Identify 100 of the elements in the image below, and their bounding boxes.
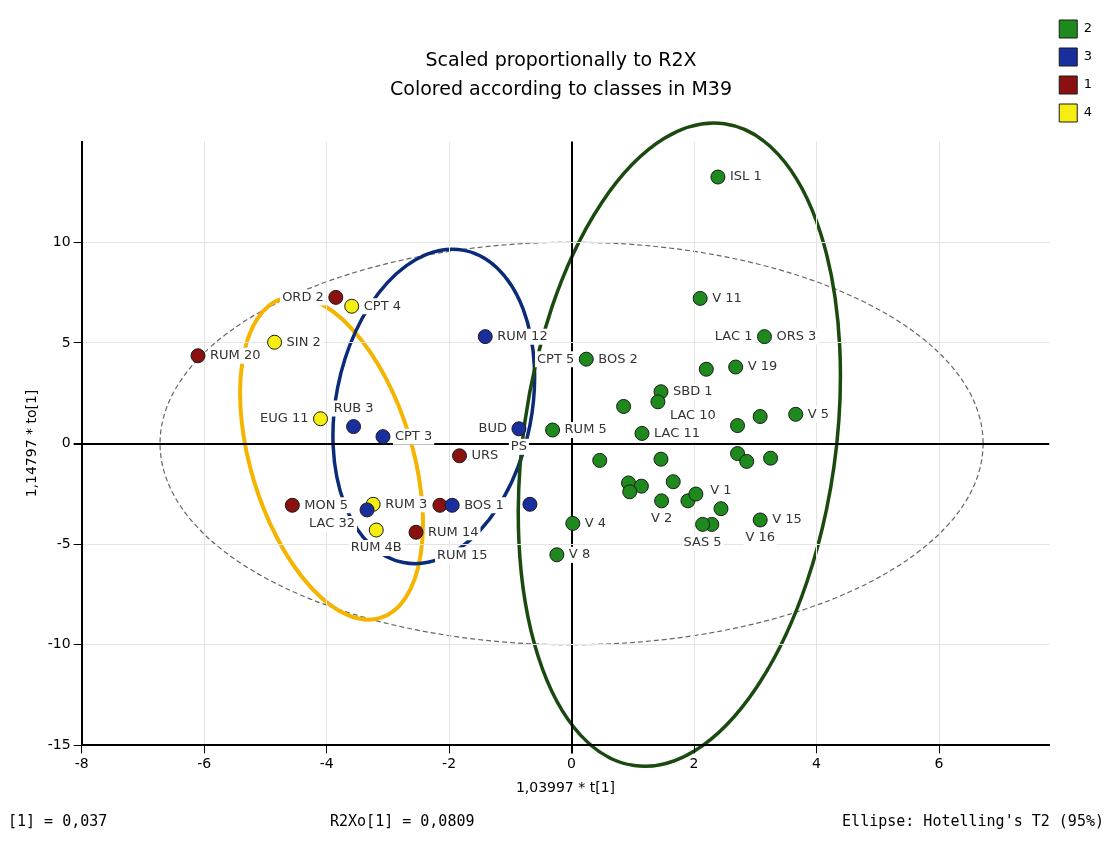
point — [432, 497, 448, 513]
point — [688, 486, 704, 502]
annotation: ORS 3 — [776, 328, 817, 343]
annotation: V 5 — [807, 405, 829, 421]
point — [650, 394, 666, 410]
text: [1] = 0,037 — [8, 811, 108, 830]
point — [728, 359, 744, 375]
annotation: V 19 — [747, 358, 778, 374]
legend-label: 1 — [1083, 76, 1093, 92]
y-tick-label: -5 — [56, 534, 71, 551]
annotation: CPT 3 — [394, 428, 433, 444]
y-tick-label: -10 — [47, 635, 71, 652]
annotation: MON 5 — [304, 496, 348, 512]
y-axis-title: 1,14797 * to[1] — [23, 389, 40, 498]
legend-label: 3 — [1083, 48, 1093, 64]
point — [710, 169, 726, 185]
annotation: LAC 10 — [669, 407, 716, 423]
annotation: RUM 4B — [350, 539, 402, 555]
point — [752, 409, 768, 425]
point — [284, 497, 300, 513]
annotation: V 16 — [745, 529, 775, 545]
point — [788, 406, 804, 422]
annotation: LAC 32 — [309, 515, 356, 531]
annotation: V 1 — [710, 482, 732, 498]
point — [592, 452, 608, 468]
annotation: BUD — [478, 420, 507, 436]
point — [565, 515, 581, 531]
x-tick-label: 6 — [934, 755, 944, 772]
legend-label: 4 — [1083, 104, 1093, 120]
y-tick-label: 10 — [52, 232, 71, 249]
annotation: RUB 3 — [333, 399, 374, 415]
annotation: RUM 3 — [385, 495, 428, 511]
annotation: SIN 2 — [286, 333, 321, 349]
point — [654, 493, 670, 509]
point — [695, 516, 711, 532]
x-tick-label: -6 — [197, 755, 212, 772]
legend-label: 2 — [1083, 20, 1093, 36]
text: Ellipse: Hotelling's T2 (95%) — [842, 811, 1104, 830]
point — [633, 478, 649, 494]
y-tick-label: -15 — [47, 736, 71, 753]
point — [730, 418, 746, 434]
annotation: EUG 11 — [260, 410, 309, 426]
annotation: URS — [471, 447, 499, 463]
x-tick-label: 4 — [812, 755, 822, 772]
point — [665, 474, 681, 490]
point — [739, 453, 755, 469]
point — [545, 422, 561, 438]
annotation: LAC 11 — [654, 424, 700, 440]
point — [511, 421, 527, 437]
point — [408, 524, 424, 540]
point — [634, 425, 650, 441]
annotation: RUM 20 — [210, 347, 261, 363]
annotation: V 2 — [650, 510, 673, 526]
point — [375, 429, 391, 445]
point — [763, 450, 779, 466]
annotation: RUM 5 — [564, 421, 607, 437]
annotation: PS — [510, 438, 527, 454]
annotation: V 11 — [712, 289, 742, 305]
annotation: ISL 1 — [729, 168, 762, 184]
point — [692, 290, 708, 306]
annotation: CPT 5 — [537, 350, 575, 366]
x-axis-title: 1,03997 * t[1] — [515, 779, 616, 796]
point — [653, 451, 669, 467]
point — [713, 501, 729, 517]
annotation: RUM 14 — [428, 523, 479, 539]
annotation: SAS 5 — [683, 533, 722, 549]
annotation: CPT 4 — [363, 297, 401, 313]
point — [368, 522, 384, 538]
point — [752, 512, 768, 528]
chart-title: Scaled proportionally to R2X — [425, 48, 697, 71]
point — [344, 298, 360, 314]
point — [267, 334, 283, 350]
annotation: BOS 1 — [464, 496, 504, 512]
point — [622, 484, 638, 500]
annotation: RUM 15 — [437, 546, 488, 562]
x-tick-label: 2 — [689, 755, 699, 772]
point — [328, 289, 344, 305]
point — [549, 547, 565, 563]
annotation: V 4 — [584, 514, 607, 530]
y-tick-label: 0 — [61, 434, 71, 451]
point — [190, 348, 206, 364]
x-tick-label: -8 — [74, 755, 89, 772]
y-tick-label: 5 — [61, 333, 71, 350]
annotation: SBD 1 — [672, 383, 713, 399]
point — [756, 329, 772, 345]
x-tick-label: -2 — [442, 755, 457, 772]
point — [313, 411, 328, 427]
point — [578, 351, 594, 367]
annotation: BOS 2 — [598, 350, 638, 366]
chart-subtitle: Colored according to classes in M39 — [390, 77, 732, 100]
annotation: RUM 12 — [497, 328, 548, 343]
annotation: LAC 1 — [714, 328, 753, 343]
point — [522, 496, 538, 512]
point — [452, 448, 468, 464]
annotation: V 15 — [772, 511, 802, 527]
text: R2Xo[1] = 0,0809 — [330, 811, 475, 830]
point — [346, 419, 362, 435]
annotation: V 8 — [568, 546, 591, 562]
annotation: ORD 2 — [282, 288, 324, 304]
point — [698, 361, 714, 377]
